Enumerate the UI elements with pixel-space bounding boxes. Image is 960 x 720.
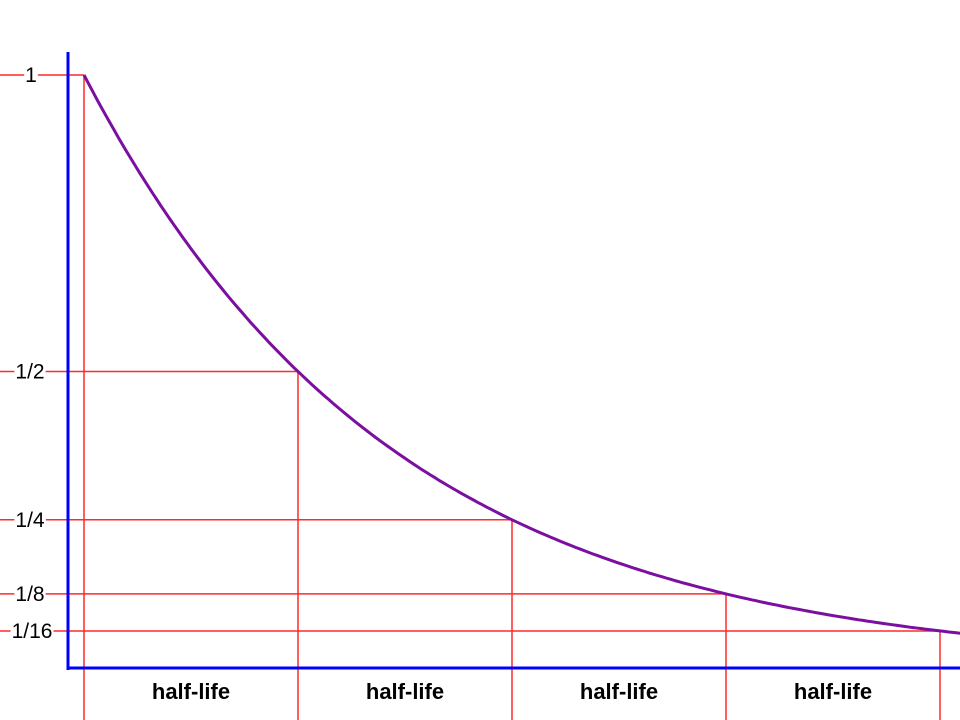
- reference-lines: [0, 74, 941, 720]
- labels: 1 1/2 1/4 1/8 1/16 half-life half-life half-lif…: [10, 64, 872, 704]
- decay-curve-layer: [82, 74, 960, 635]
- y-tick-label-background-3: [14, 585, 46, 602]
- interval-label-1: half-life: [366, 679, 444, 704]
- decay-curve: [82, 74, 960, 635]
- y-tick-label-4: 1/16: [12, 620, 53, 643]
- axes: [66, 52, 960, 670]
- y-tick-label-0: 1: [25, 64, 37, 87]
- y-tick-label-background-0: [24, 67, 38, 83]
- y-tick-label-2: 1/4: [15, 509, 45, 532]
- y-tick-label-1: 1/2: [15, 361, 44, 384]
- y-tick-label-3: 1/8: [15, 583, 44, 606]
- interval-label-3: half-life: [794, 679, 872, 704]
- y-tick-label-background-4: [10, 622, 54, 639]
- y-tick-label-background-2: [14, 511, 46, 528]
- interval-label-2: half-life: [580, 679, 658, 704]
- interval-label-0: half-life: [152, 679, 230, 704]
- y-tick-label-background-1: [14, 363, 46, 380]
